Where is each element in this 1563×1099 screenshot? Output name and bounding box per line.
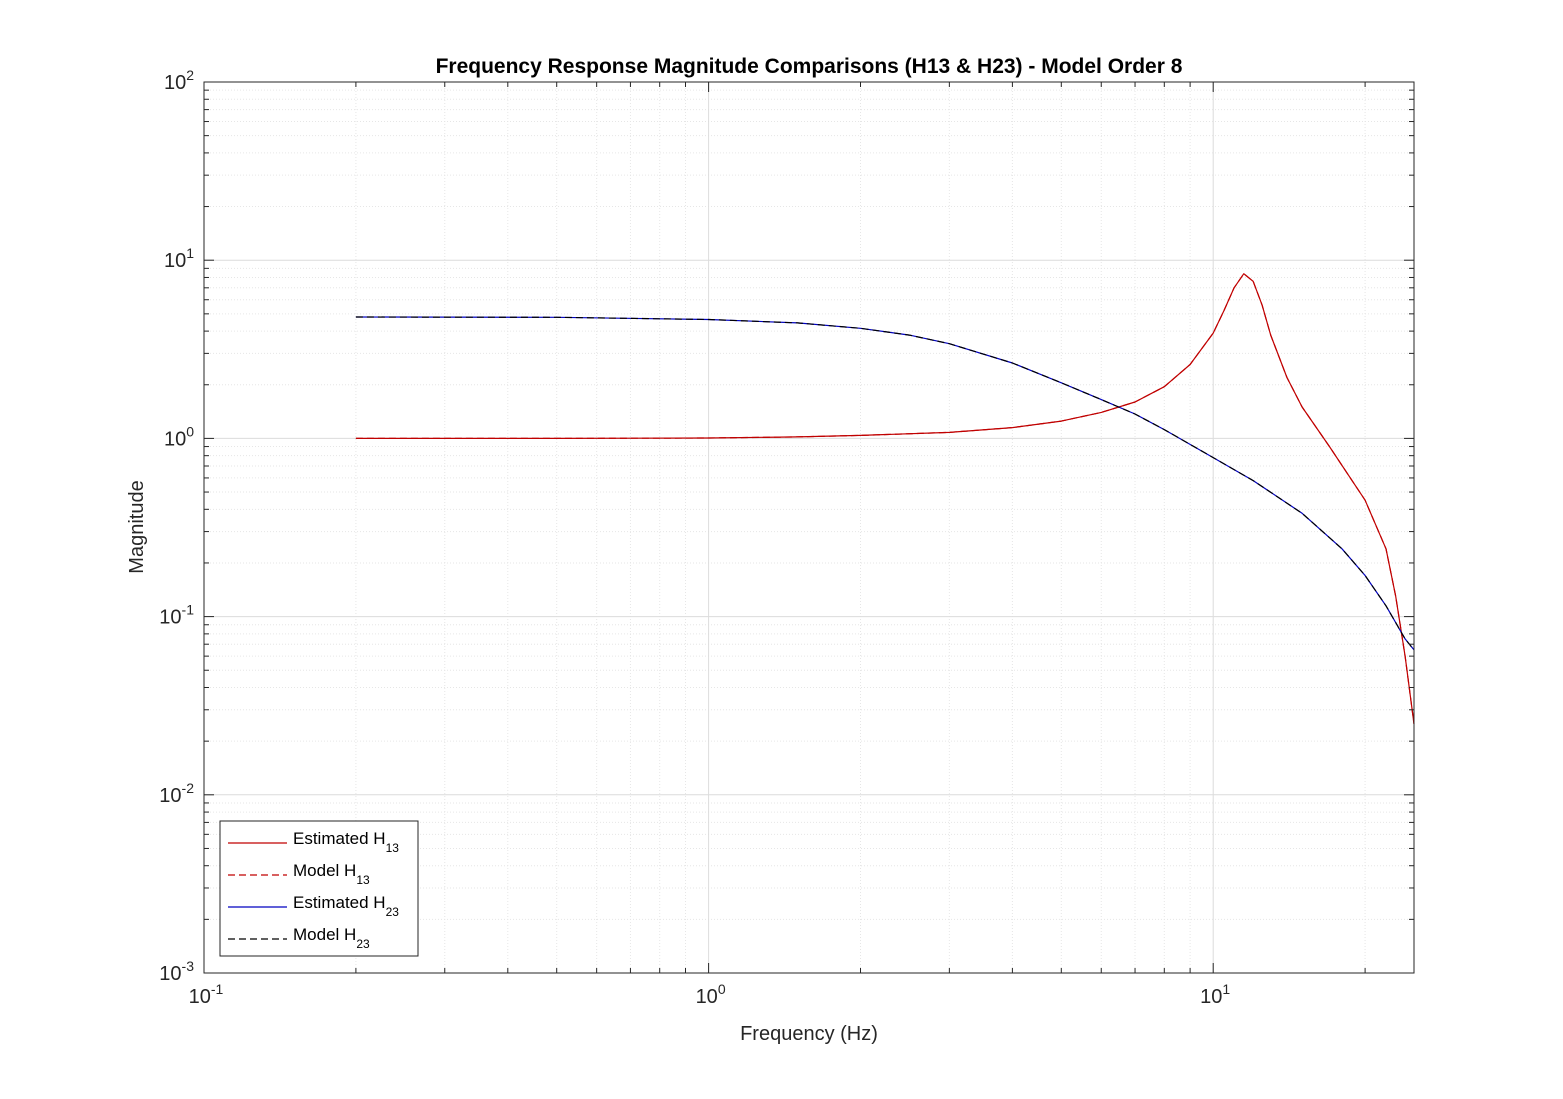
x-tick-labels: 10-1 100 101 (189, 981, 1231, 1008)
series-line (355, 273, 1415, 724)
legend-entry: Model H13 (293, 861, 370, 887)
series-line (355, 316, 1415, 651)
y-tick-label: 10-1 (159, 602, 194, 629)
plot-frame (203, 81, 1415, 974)
tick-marks (203, 81, 1414, 974)
chart-title: Frequency Response Magnitude Comparisons… (436, 55, 1183, 78)
y-tick-label: 10-3 (159, 958, 194, 985)
y-axis-label: Magnitude (126, 480, 148, 573)
y-tick-label: 102 (164, 67, 194, 94)
series-layer (355, 273, 1415, 724)
legend-entry: Estimated H13 (293, 829, 399, 855)
y-tick-label: 100 (164, 423, 194, 450)
legend: Estimated H13 Model H13 Estimated H23 Model… (219, 820, 419, 957)
y-tick-label: 10-2 (159, 780, 194, 807)
y-tick-labels: 10-3 10-2 10-1 100 101 102 (159, 67, 194, 985)
x-tick-label: 101 (1200, 981, 1230, 1008)
minor-grid (204, 82, 1414, 973)
x-tick-label: 100 (696, 981, 726, 1008)
y-tick-label: 101 (164, 245, 194, 272)
x-axis-label: Frequency (Hz) (740, 1023, 878, 1045)
legend-entry: Estimated H23 (293, 893, 399, 919)
x-tick-label: 10-1 (189, 981, 224, 1008)
legend-entry: Model H23 (293, 925, 370, 951)
